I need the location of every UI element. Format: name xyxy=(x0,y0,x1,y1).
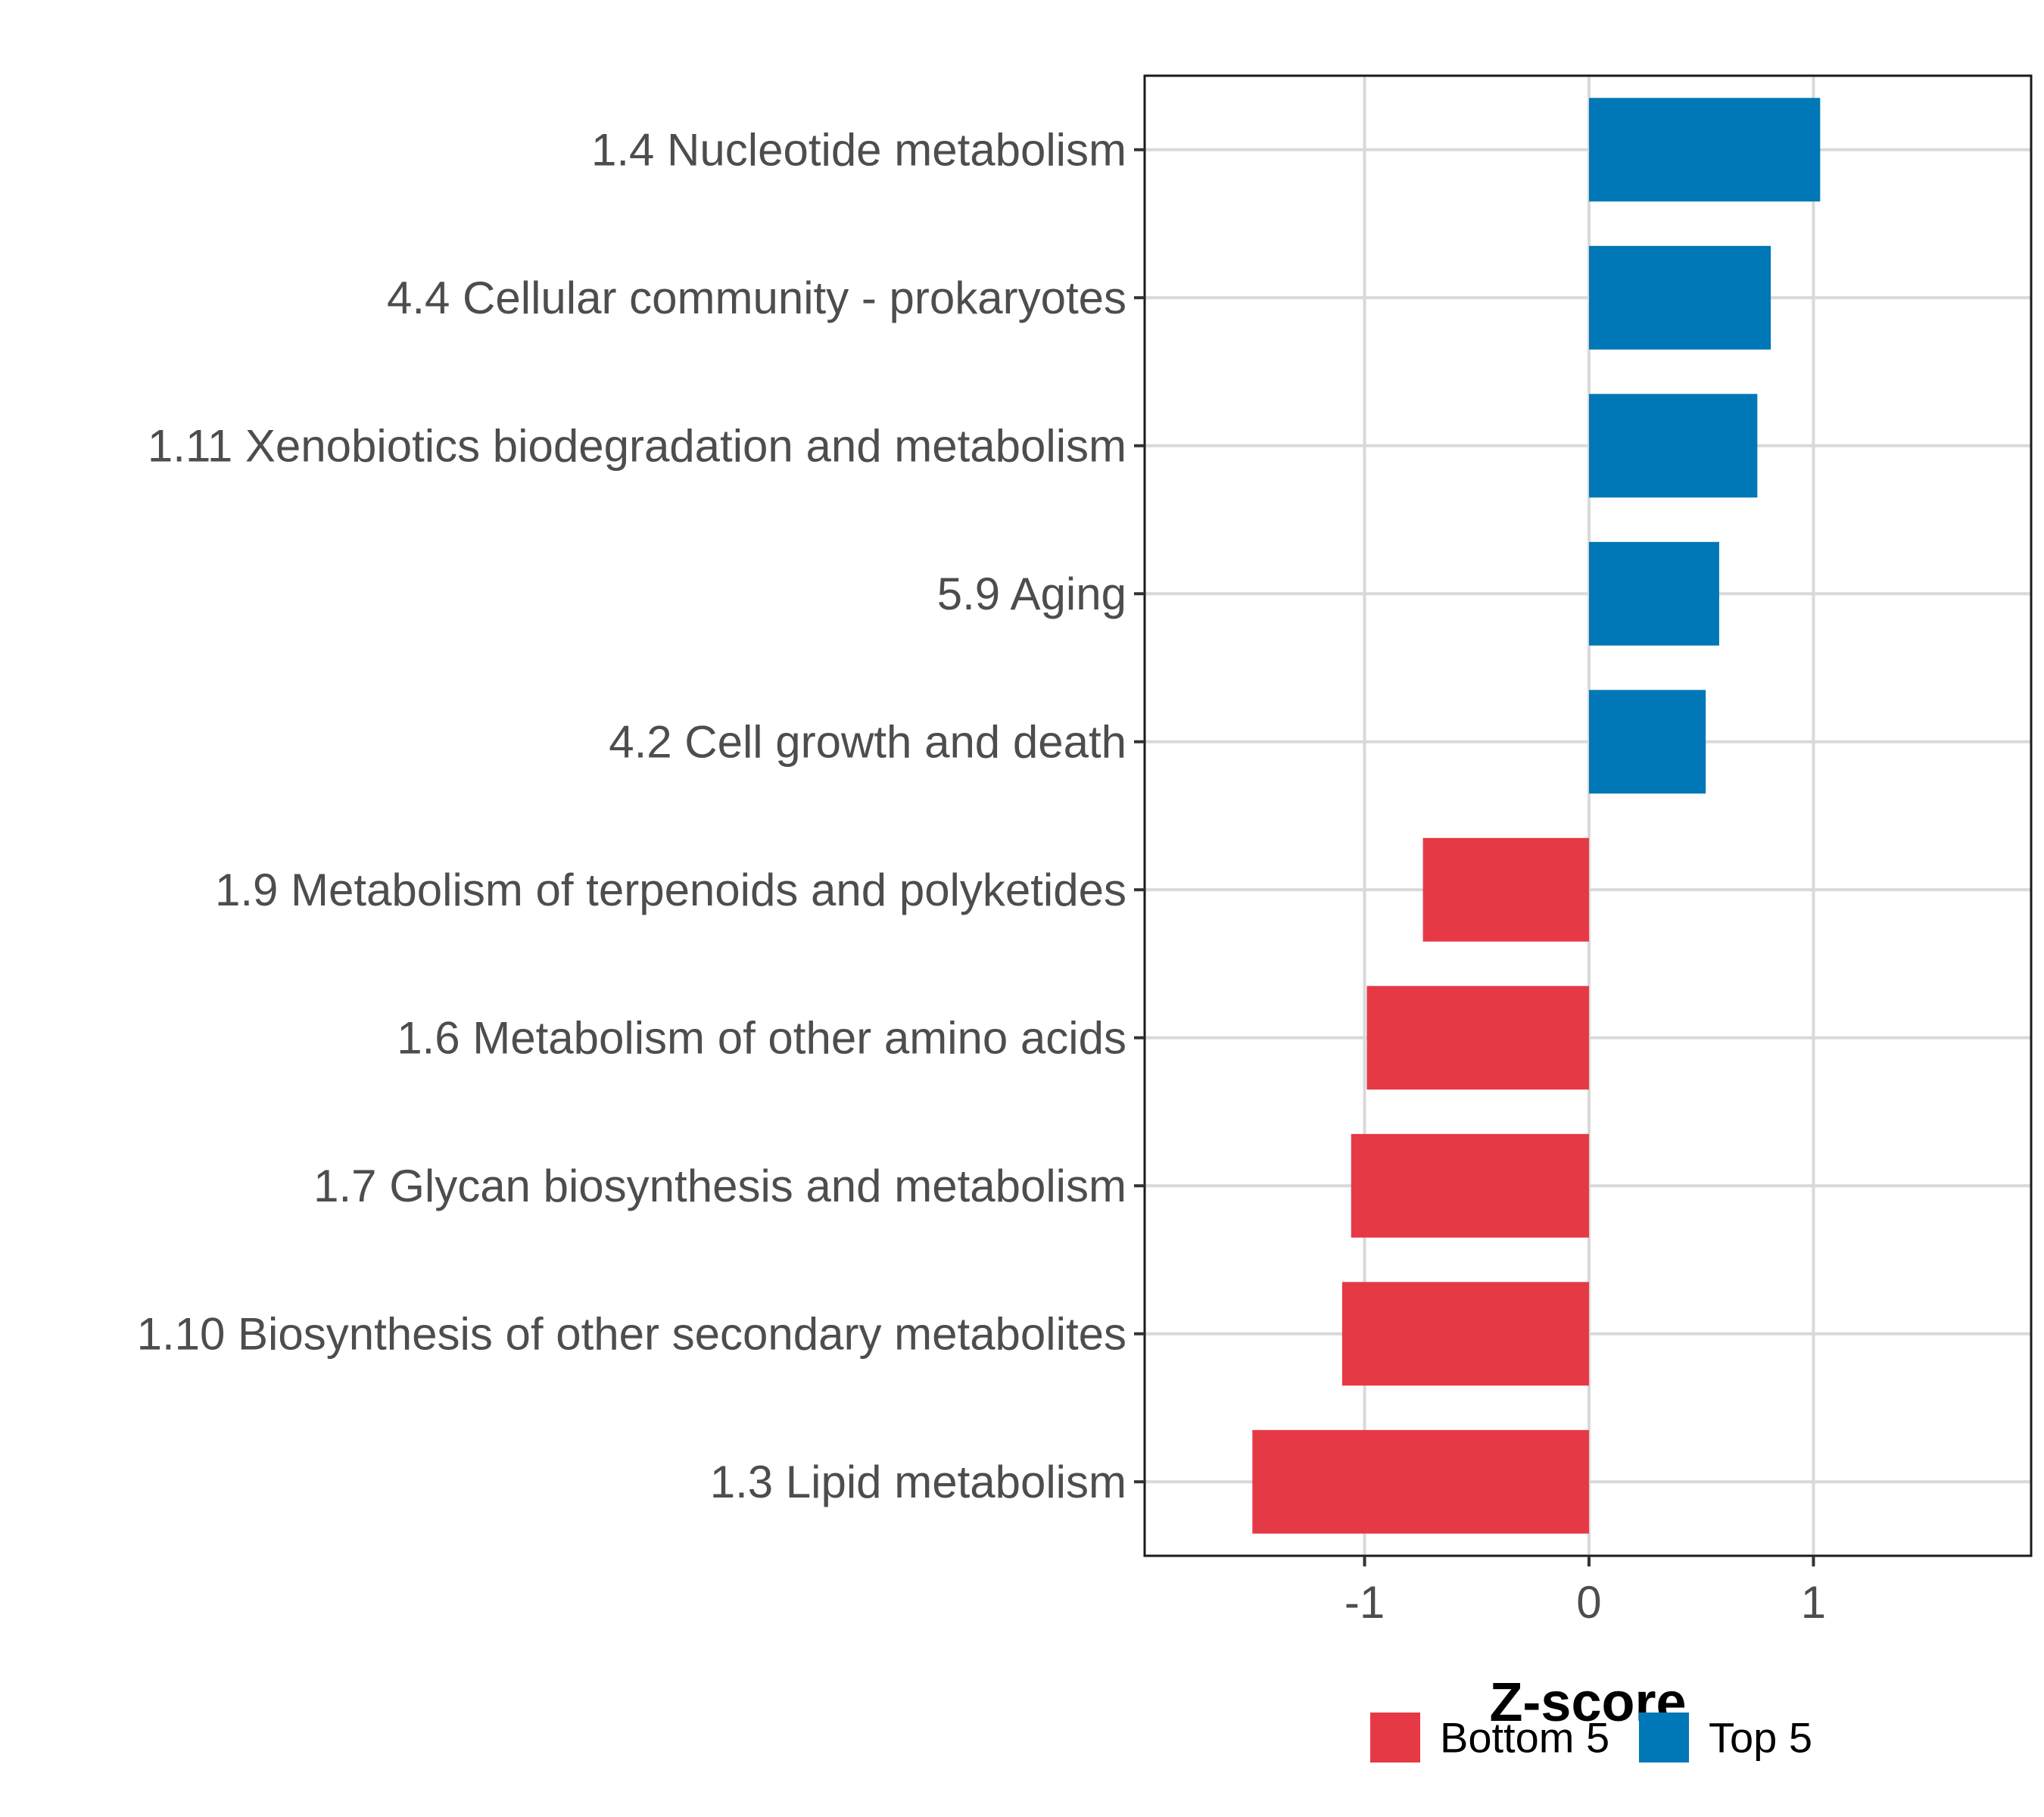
legend: Bottom 5 Top 5 xyxy=(1370,1713,1812,1762)
bar-bottom xyxy=(1422,837,1589,942)
category-label: 1.6 Metabolism of other amino acids xyxy=(397,1012,1126,1063)
y-axis: 1.4 Nucleotide metabolism 4.4 Cellular co… xyxy=(137,124,1145,1507)
category-label: 1.3 Lipid metabolism xyxy=(710,1457,1126,1507)
bar-bottom xyxy=(1252,1429,1589,1534)
legend-label: Top 5 xyxy=(1709,1714,1812,1762)
category-label: 1.4 Nucleotide metabolism xyxy=(591,124,1126,175)
bar-top xyxy=(1588,541,1719,646)
bar-top xyxy=(1588,690,1706,794)
category-label: 4.2 Cell growth and death xyxy=(609,716,1126,767)
category-label: 1.10 Biosynthesis of other secondary met… xyxy=(137,1308,1126,1359)
category-label: 4.4 Cellular community - prokaryotes xyxy=(387,273,1126,323)
legend-swatch xyxy=(1639,1713,1689,1762)
category-label: 1.7 Glycan biosynthesis and metabolism xyxy=(313,1161,1126,1211)
bar-bottom xyxy=(1351,1133,1589,1238)
bar-bottom xyxy=(1341,1282,1589,1386)
category-label: 1.9 Metabolism of terpenoids and polyket… xyxy=(215,865,1126,915)
bar-bottom xyxy=(1366,986,1589,1090)
bar-top xyxy=(1588,98,1821,202)
category-label: 5.9 Aging xyxy=(937,569,1126,619)
bar-top xyxy=(1588,394,1758,498)
legend-label: Bottom 5 xyxy=(1440,1714,1609,1762)
x-tick-label: 1 xyxy=(1801,1577,1826,1628)
x-axis: -1 0 1 xyxy=(1344,1556,1826,1628)
bar-layer xyxy=(1252,98,1821,1534)
category-label: 1.11 Xenobiotics biodegradation and meta… xyxy=(148,420,1126,471)
x-tick-label: -1 xyxy=(1344,1577,1385,1628)
x-tick-label: 0 xyxy=(1576,1577,1601,1628)
bar-top xyxy=(1588,245,1771,350)
legend-swatch xyxy=(1370,1713,1420,1762)
